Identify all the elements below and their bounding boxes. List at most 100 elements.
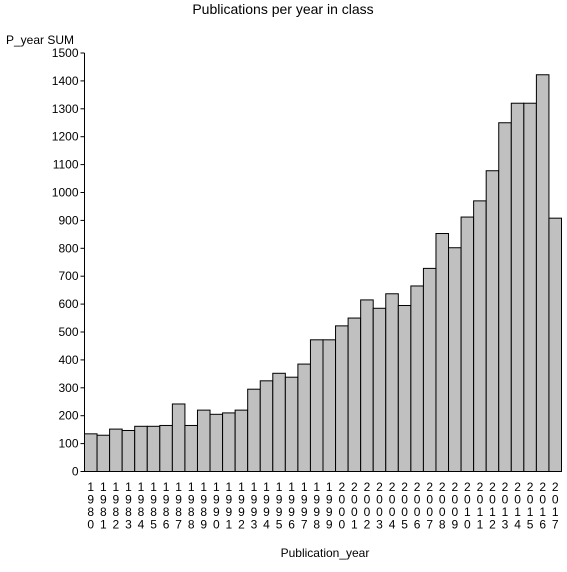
y-axis-label: P_year SUM	[6, 33, 74, 47]
bar-2017	[548, 217, 563, 472]
y-tick-label: 1100	[53, 158, 79, 172]
y-tick-label: 1400	[52, 74, 79, 88]
bar-2000	[335, 325, 349, 472]
bar-2014	[510, 102, 525, 472]
bar-2011	[473, 200, 487, 472]
y-tick-label: 700	[58, 269, 78, 283]
bar-1981	[96, 434, 111, 473]
y-tick-label: 300	[58, 381, 78, 395]
bar-2013	[498, 122, 512, 472]
bar-2015	[523, 102, 537, 472]
bar-1995	[272, 372, 286, 472]
y-tick-label: 1300	[52, 102, 79, 116]
bar-2016	[535, 74, 550, 473]
bar-1992	[234, 409, 249, 472]
y-tick-label: 1000	[52, 186, 79, 200]
bar-2009	[448, 247, 462, 472]
bar-1988	[184, 424, 198, 472]
bar-1997	[297, 363, 311, 472]
bar-1999	[322, 339, 337, 473]
bar-1990	[209, 413, 224, 472]
y-tick-label: 1200	[52, 130, 79, 144]
bar-2007	[422, 267, 437, 472]
bar-1991	[222, 412, 236, 473]
bar-1994	[259, 380, 274, 473]
bar-1986	[159, 424, 173, 472]
bar-1980	[84, 433, 98, 472]
bar-1993	[247, 388, 261, 473]
y-tick-label: 1500	[52, 46, 79, 60]
y-tick-label: 500	[58, 325, 78, 339]
y-tick-label: 0	[72, 465, 79, 479]
x-axis-tick-labels: 1 9 8 0 1 9 8 1 1 9 8 2 1 9 8 3 1 9 8 4 1 9 8 5 1 9 8 6 1 9 8 7 1 9 8 8 1 9 8 9…	[87, 480, 558, 532]
bar-1983	[121, 429, 136, 472]
bar-2002	[360, 299, 374, 473]
bar-1996	[284, 376, 299, 472]
x-axis-label: Publication_year	[281, 546, 370, 560]
y-tick-label: 800	[58, 241, 78, 255]
bar-1984	[134, 425, 148, 472]
bar-2003	[372, 307, 387, 472]
y-tick-label: 900	[58, 213, 78, 227]
y-axis: 0 100 200 300 400 500 600 700 800 900 1000 1100 1200…	[52, 46, 85, 479]
bar-2004	[385, 293, 399, 473]
bar-2008	[435, 233, 450, 472]
bar-1985	[146, 425, 161, 472]
bar-2006	[410, 285, 424, 472]
bar-2001	[347, 317, 362, 472]
y-tick-label: 100	[58, 437, 78, 451]
bar-1982	[109, 428, 123, 473]
bar-2005	[397, 304, 412, 472]
bar-2012	[485, 170, 500, 472]
bars	[84, 74, 563, 473]
bar-1998	[309, 339, 324, 473]
bar-1987	[171, 403, 186, 472]
bar-2010	[460, 216, 475, 472]
chart-title: Publications per year in class	[192, 1, 373, 17]
y-tick-label: 200	[58, 409, 78, 423]
bar-1989	[196, 409, 211, 472]
y-tick-label: 600	[58, 297, 78, 311]
y-tick-label: 400	[58, 353, 78, 367]
